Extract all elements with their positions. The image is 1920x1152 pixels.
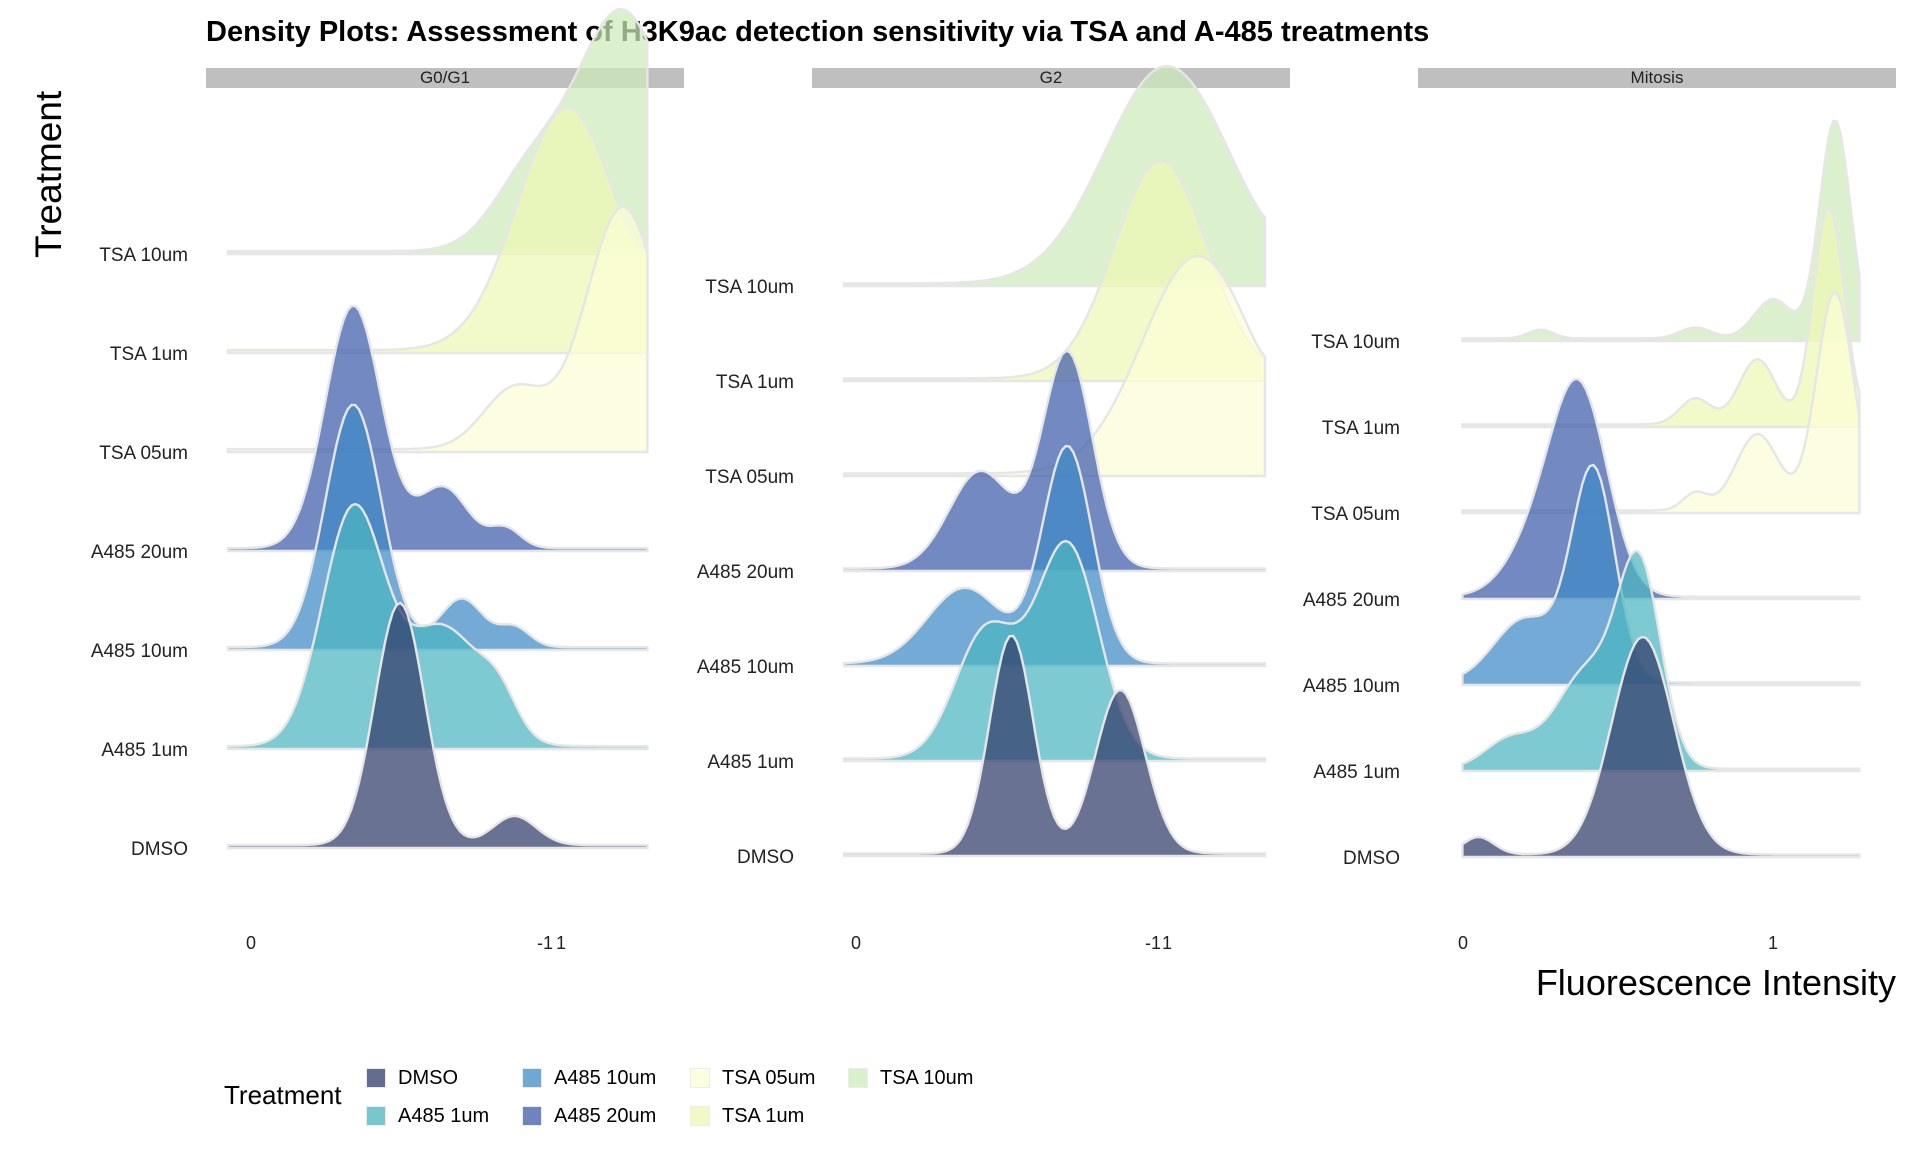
legend-label: A485 10um: [554, 1066, 657, 1089]
legend-label: A485 20um: [554, 1104, 657, 1127]
y-tick-label: A485 10um: [91, 641, 188, 662]
facet-label: G2: [1040, 68, 1063, 87]
density-ridge: [842, 539, 1267, 763]
density-ridge: [842, 634, 1267, 858]
legend-key: [366, 1106, 386, 1126]
y-tick-label: DMSO: [737, 847, 794, 868]
x-tick-label: -1: [537, 933, 553, 953]
legend-item: TSA 1um: [690, 1102, 804, 1130]
y-tick-label: A485 10um: [1303, 676, 1400, 697]
density-ridge: [1461, 377, 1861, 601]
x-tick-label: 1: [1768, 933, 1778, 953]
y-tick-label: A485 20um: [1303, 590, 1400, 611]
density-ridge: [842, 349, 1267, 573]
legend-item: A485 10um: [522, 1064, 656, 1092]
facet-panel: Mitosis -1 0 1 TSA 10um TSA 1um TSA 05um A485 2…: [1145, 68, 1896, 953]
legend-key: [522, 1106, 542, 1126]
x-tick-label: -1: [1145, 933, 1161, 953]
y-tick-label: TSA 1um: [110, 344, 188, 365]
facet-panel: G2 -1 0 1 TSA 10um TSA 1um TSA 05um A485 20um A4…: [537, 64, 1290, 953]
legend-key: [848, 1068, 868, 1088]
y-tick-label: TSA 05um: [1311, 504, 1400, 525]
x-tick-label: 0: [851, 933, 861, 953]
y-tick-label: A485 20um: [91, 542, 188, 563]
facet-strip: [1418, 68, 1896, 88]
density-ridge: [1461, 291, 1861, 515]
y-tick-label: TSA 05um: [705, 467, 794, 488]
density-ridge: [226, 601, 649, 850]
legend-key: [690, 1068, 710, 1088]
legend-key: [690, 1106, 710, 1126]
density-ridge: [226, 106, 649, 355]
legend-label: A485 1um: [398, 1104, 490, 1127]
facet-label: G0/G1: [420, 68, 470, 87]
density-ridge: [226, 205, 649, 454]
legend-label: DMSO: [398, 1066, 458, 1089]
legend-key: [366, 1068, 386, 1088]
facet-strip: [206, 68, 684, 88]
y-tick-label: A485 1um: [1313, 762, 1400, 783]
density-ridge: [1461, 549, 1861, 773]
legend-item: TSA 10um: [848, 1064, 973, 1092]
y-tick-label: TSA 10um: [705, 277, 794, 298]
y-tick-label: A485 20um: [697, 562, 794, 583]
legend-title: Treatment: [224, 1080, 342, 1110]
x-tick-label: 1: [1162, 933, 1172, 953]
chart-title: Density Plots: Assessment of H3K9ac dete…: [206, 16, 1430, 48]
legend-item: A485 1um: [366, 1102, 489, 1130]
facet-panel: G0/G1 -1 0 1 TSA 10um TSA 1um TSA 05um A485 20u…: [91, 7, 684, 953]
facet-label: Mitosis: [1631, 68, 1684, 87]
y-tick-label: A485 1um: [101, 740, 188, 761]
x-tick-label: 0: [1458, 933, 1468, 953]
y-tick-label: A485 1um: [707, 752, 794, 773]
x-tick-label: 1: [556, 933, 566, 953]
legend-item: TSA 05um: [690, 1064, 815, 1092]
x-tick-label: 0: [246, 933, 256, 953]
legend-item: DMSO: [366, 1064, 458, 1092]
legend-label: TSA 1um: [722, 1104, 805, 1127]
y-tick-label: TSA 10um: [1311, 332, 1400, 353]
y-tick-label: TSA 10um: [99, 245, 188, 266]
density-ridge: [226, 502, 649, 751]
y-tick-label: TSA 1um: [1322, 418, 1400, 439]
density-ridge: [1461, 119, 1861, 343]
density-ridge: [1461, 204, 1861, 429]
density-ridge: [1461, 635, 1861, 859]
legend-label: TSA 10um: [880, 1066, 974, 1089]
y-tick-label: TSA 05um: [99, 443, 188, 464]
legend-item: A485 20um: [522, 1102, 656, 1130]
x-axis-title: Fluorescence Intensity: [1535, 962, 1896, 1003]
y-tick-label: TSA 1um: [716, 372, 794, 393]
legend-key: [522, 1068, 542, 1088]
y-tick-label: DMSO: [131, 839, 188, 860]
y-tick-label: DMSO: [1343, 848, 1400, 869]
y-tick-label: A485 10um: [697, 657, 794, 678]
legend-label: TSA 05um: [722, 1066, 816, 1089]
